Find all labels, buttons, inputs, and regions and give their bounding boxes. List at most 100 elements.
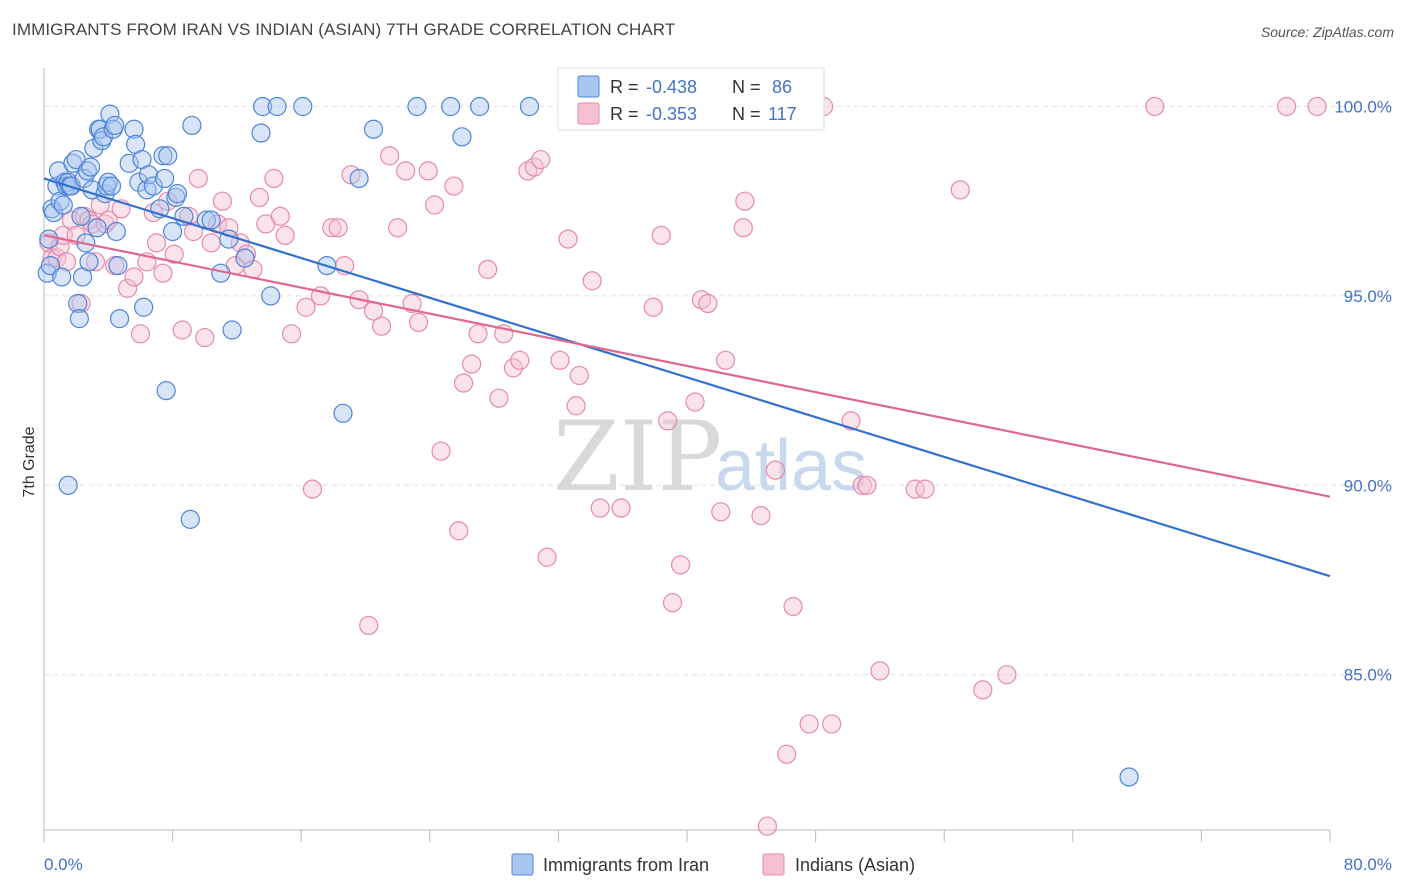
indian-point <box>783 596 803 617</box>
y-tick-label: 95.0% <box>1344 287 1392 306</box>
indian-point <box>249 187 270 208</box>
indian-point <box>172 320 192 340</box>
iran-point <box>363 119 384 139</box>
trend-line-indian <box>43 234 1331 498</box>
indian-point <box>56 252 77 272</box>
x-tick-label-min: 0.0% <box>44 855 83 874</box>
iran-point <box>1119 767 1139 787</box>
iran-point <box>44 202 64 223</box>
stats-iran-n-value: 86 <box>772 77 792 97</box>
iran-point <box>441 96 461 117</box>
indian-point <box>698 293 718 314</box>
indian-point <box>388 218 408 238</box>
indian-point <box>402 293 422 314</box>
gridlines <box>44 106 1390 676</box>
indian-point <box>153 263 173 283</box>
stats-legend: R = -0.438 N = 86 R = -0.353 N = 117 <box>557 67 825 131</box>
iran-point <box>108 256 128 276</box>
iran-point <box>293 96 313 117</box>
iran-point <box>53 195 73 215</box>
iran-point <box>39 229 59 249</box>
iran-point <box>153 146 173 166</box>
iran-point <box>154 168 175 189</box>
iran-point <box>119 153 139 173</box>
iran-point <box>87 218 107 238</box>
indian-point <box>124 267 144 287</box>
indian-point <box>449 521 469 541</box>
indian-point <box>973 680 993 700</box>
indian-point <box>188 168 208 189</box>
indian-point <box>550 350 570 370</box>
watermark-zip: ZIP <box>553 401 722 513</box>
indian-point <box>870 661 890 681</box>
iran-point <box>253 96 273 117</box>
indian-point <box>558 229 578 249</box>
iran-point <box>261 286 281 306</box>
stats-swatch-indian <box>577 102 600 125</box>
stats-indian-n-label: N = <box>732 104 761 124</box>
indian-point <box>670 555 691 575</box>
indian-point <box>915 479 935 499</box>
iran-point <box>158 146 178 166</box>
bottom-legend: Immigrants from Iran Indians (Asian) <box>511 853 915 876</box>
indian-point <box>1307 96 1327 117</box>
stats-indian-n-value: 117 <box>768 104 797 124</box>
iran-point <box>58 475 78 495</box>
indian-point <box>322 218 342 238</box>
iran-point <box>519 96 540 117</box>
iran-point <box>81 157 101 177</box>
indian-point <box>590 498 610 518</box>
iran-point <box>134 297 154 317</box>
iran-point <box>163 221 183 242</box>
iran-point <box>101 176 122 196</box>
indian-point <box>537 547 557 567</box>
indian-point <box>751 506 771 526</box>
y-tick-labels: 85.0% 90.0% 95.0% 100.0% <box>1334 98 1392 685</box>
indian-point <box>1276 96 1297 117</box>
iran-point <box>182 115 202 136</box>
indian-point <box>408 312 429 333</box>
indian-point <box>164 244 184 264</box>
iran-point <box>129 172 149 192</box>
iran-point <box>52 267 72 287</box>
stats-iran-r-value: -0.438 <box>646 77 697 97</box>
indian-point <box>715 350 736 370</box>
axes <box>43 68 1331 842</box>
indian-point <box>735 191 755 211</box>
indian-point <box>950 180 970 200</box>
iran-point <box>100 104 120 124</box>
series-indian-points <box>39 96 1327 836</box>
indian-point <box>569 365 589 386</box>
iran-point <box>235 248 255 268</box>
indian-point <box>461 354 482 374</box>
indian-point <box>685 392 705 412</box>
indian-point <box>611 498 631 518</box>
indian-point <box>662 593 683 613</box>
indian-point <box>852 475 872 495</box>
iran-point <box>180 509 200 529</box>
indian-point <box>997 665 1017 685</box>
legend-label-indian: Indians (Asian) <box>795 855 915 875</box>
iran-point <box>77 161 98 181</box>
iran-point <box>109 309 130 329</box>
indian-point <box>531 149 551 170</box>
indian-point <box>425 195 445 215</box>
iran-point <box>106 221 126 242</box>
iran-point <box>349 168 369 189</box>
indian-point <box>98 210 118 230</box>
stats-iran-n-label: N = <box>732 77 761 97</box>
y-tick-label: 100.0% <box>1334 98 1392 117</box>
indian-point <box>444 176 464 196</box>
iran-point <box>40 256 61 276</box>
iran-point <box>143 176 163 196</box>
indian-point <box>503 358 523 378</box>
watermark-atlas: atlas <box>715 426 867 506</box>
chart-title: IMMIGRANTS FROM IRAN VS INDIAN (ASIAN) 7… <box>12 20 676 39</box>
indian-point <box>418 161 438 181</box>
iran-point <box>167 184 188 204</box>
indian-point <box>468 324 488 344</box>
indian-point <box>905 479 925 499</box>
trend-line-iran <box>43 177 1331 578</box>
stats-legend-box <box>557 67 825 131</box>
